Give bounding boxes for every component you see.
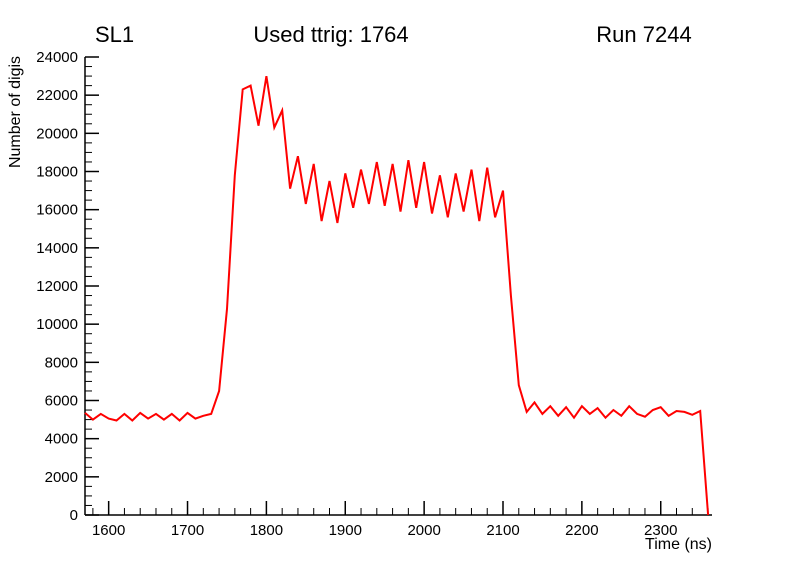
x-tick-label: 2100	[486, 522, 519, 539]
y-tick-label: 8000	[45, 354, 78, 371]
data-series	[84, 75, 710, 516]
y-tick-label: 18000	[36, 164, 78, 181]
x-tick-label: 2300	[644, 522, 677, 539]
x-axis-title: Time (ns)	[645, 536, 712, 553]
y-tick-label: 6000	[45, 393, 78, 410]
y-tick-label: 4000	[45, 431, 78, 448]
x-tick-label: 1700	[171, 522, 204, 539]
pad-title-right: Run 7244	[596, 22, 691, 47]
pad-title-left: SL1	[95, 22, 134, 47]
x-tick-label: 2000	[407, 522, 440, 539]
y-tick-label: 12000	[36, 278, 78, 295]
x-tick-label: 1900	[329, 522, 362, 539]
y-tick-label: 14000	[36, 240, 78, 257]
y-tick-label: 22000	[36, 87, 78, 104]
y-tick-label: 2000	[45, 469, 78, 486]
y-tick-label: 24000	[36, 49, 78, 66]
pad-title-center: Used ttrig: 1764	[253, 22, 408, 47]
histogram-line	[84, 75, 710, 516]
y-axis-title: Number of digis	[7, 56, 24, 168]
y-tick-label: 20000	[36, 125, 78, 142]
y-tick-label: 0	[70, 507, 78, 524]
axes	[84, 56, 712, 516]
tick-labels: 1600 1700 1800 1900 2000 2100 2200 2300 0 2000 400…	[36, 49, 677, 539]
y-tick-label: 16000	[36, 202, 78, 219]
x-tick-label: 1600	[92, 522, 125, 539]
y-tick-label: 10000	[36, 316, 78, 333]
x-tick-label: 1800	[250, 522, 283, 539]
x-tick-label: 2200	[565, 522, 598, 539]
